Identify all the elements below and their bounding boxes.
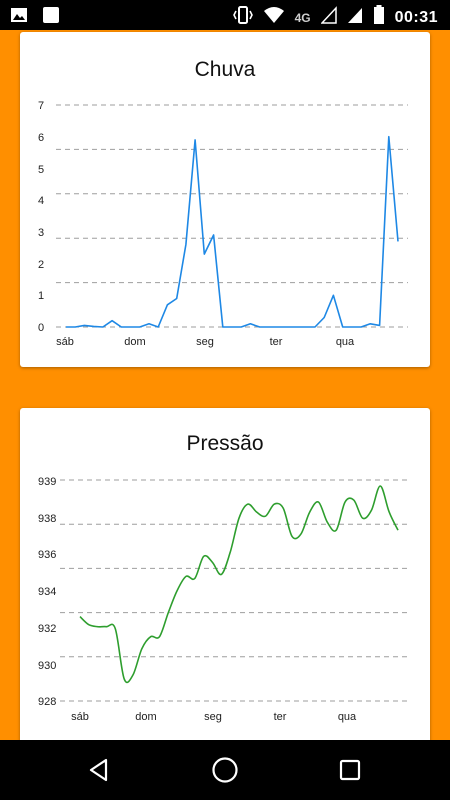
x-tick-label: seg [204, 711, 222, 723]
y-tick-label: 932 [38, 623, 56, 635]
home-button[interactable] [211, 756, 239, 784]
x-tick-label: sáb [71, 711, 89, 723]
navigation-bar [0, 740, 450, 800]
battery-icon [373, 5, 385, 30]
image-notification-icon [10, 6, 28, 29]
x-tick-label: sáb [56, 336, 74, 348]
x-tick-label: dom [124, 336, 145, 348]
status-bar: 4G 00:31 [0, 0, 450, 30]
chart-title: Chuva [194, 58, 256, 81]
pressao-chart: 928 930 932 934 936 938 939 sáb dom seg ter qua [38, 476, 408, 723]
vibrate-icon [232, 6, 253, 29]
x-tick-label: ter [270, 336, 283, 348]
y-tick-label: 930 [38, 660, 56, 672]
series-line [79, 485, 399, 684]
wifi-icon [263, 6, 285, 29]
back-button[interactable] [86, 756, 114, 784]
x-tick-label: qua [336, 336, 355, 348]
y-tick-label: 939 [38, 476, 56, 488]
y-tick-label: 3 [38, 227, 44, 239]
y-tick-label: 0 [38, 322, 44, 334]
chart-title: Pressão [186, 432, 264, 455]
chuva-chart: 0 1 2 3 4 5 6 7 sáb dom seg ter qua [38, 100, 408, 348]
recent-apps-icon [339, 759, 361, 781]
x-tick-label: seg [196, 336, 214, 348]
signal-icon [347, 6, 363, 29]
y-tick-label: 936 [38, 549, 56, 561]
y-tick-label: 2 [38, 259, 44, 271]
signal-icon [319, 6, 337, 29]
x-tick-label: ter [274, 711, 287, 723]
network-type-label: 4G [294, 10, 311, 25]
y-tick-label: 7 [38, 100, 44, 112]
y-tick-label: 6 [38, 132, 44, 144]
y-tick-label: 5 [38, 164, 44, 176]
y-tick-label: 928 [38, 696, 56, 708]
x-tick-label: qua [338, 711, 357, 723]
recent-apps-button[interactable] [336, 756, 364, 784]
y-tick-label: 4 [38, 195, 44, 207]
series-line [66, 135, 399, 328]
y-tick-label: 938 [38, 513, 56, 525]
pressao-card: Pressão 928 930 932 934 936 938 939 sáb dom seg te… [20, 408, 430, 748]
home-icon [212, 757, 238, 783]
chuva-card: Chuva 0 1 2 3 4 5 6 7 sáb dom seg ter qua [20, 32, 430, 367]
y-tick-label: 1 [38, 290, 44, 302]
clock: 00:31 [394, 8, 438, 26]
y-tick-label: 934 [38, 586, 56, 598]
back-icon [89, 758, 108, 782]
x-tick-label: dom [135, 711, 156, 723]
moon-notification-icon [42, 6, 60, 29]
